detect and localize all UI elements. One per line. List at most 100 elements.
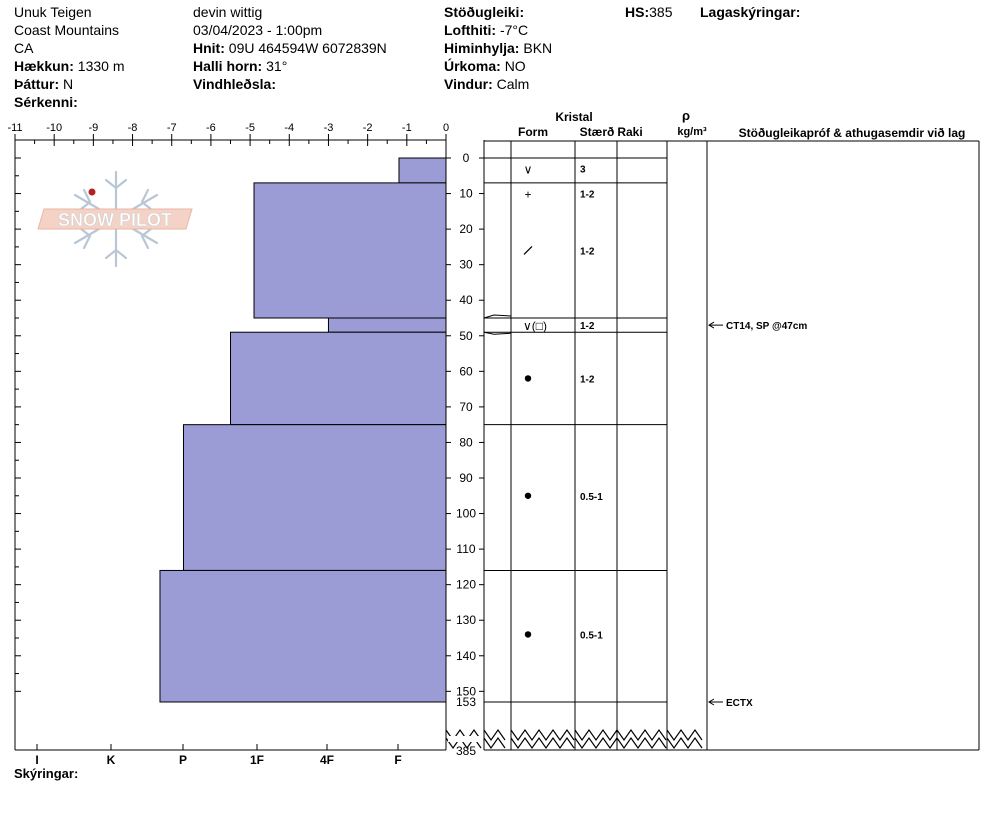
snowpilot-logo: SNOW PILOT xyxy=(37,170,193,268)
depth-break-zigzag xyxy=(574,728,618,742)
depth-tick-label: 50 xyxy=(459,329,473,343)
form-symbol-rounded-grains xyxy=(524,631,532,638)
hardness-label: I xyxy=(35,753,38,767)
hardness-bar-3 xyxy=(327,317,447,333)
size-label: 0.5-1 xyxy=(580,492,603,503)
snow-height: HS:385 xyxy=(625,4,673,20)
temp-tick-label: -9 xyxy=(88,122,98,134)
wind-loading: Vindhleðsla: xyxy=(193,76,276,92)
temp-tick-label: -3 xyxy=(324,122,334,134)
temp-tick-label: -1 xyxy=(402,122,412,134)
column-header-size: Stærð xyxy=(580,125,615,139)
hardness-bar-1 xyxy=(398,157,447,184)
depth-break-zigzag xyxy=(574,736,618,750)
depth-break-zigzag xyxy=(483,736,506,750)
form-symbol: ∨ xyxy=(524,163,533,177)
features-label: Sérkenni: xyxy=(14,94,78,110)
temp-tick-label: -10 xyxy=(46,122,62,134)
stability: Stöðugleiki: xyxy=(444,4,525,20)
weak-layer-marker xyxy=(483,314,512,319)
depth-tick-label: 80 xyxy=(459,435,473,449)
depth-break-zigzag xyxy=(666,736,703,750)
temp-tick-label: -11 xyxy=(7,122,22,134)
column-header-density-unit: kg/m³ xyxy=(677,126,707,138)
hardness-label: 4F xyxy=(320,753,334,767)
form-symbol-decomposing xyxy=(523,246,533,255)
column-header-form: Form xyxy=(518,125,548,139)
hardness-bar-2 xyxy=(253,182,447,319)
depth-tick-label: 70 xyxy=(459,400,473,414)
hardness-bar-5 xyxy=(182,424,447,571)
size-label: 1-2 xyxy=(580,374,595,385)
form-symbol: ∨(□) xyxy=(523,319,547,333)
depth-tick-label: 10 xyxy=(459,187,473,201)
coordinates: Hnit: 09U 464594W 6072839N xyxy=(193,40,387,56)
layer-notes-label: Lagaskýringar: xyxy=(700,4,801,20)
depth-tick-label: 30 xyxy=(459,258,473,272)
elevation: Hækkun: 1330 m xyxy=(14,58,125,74)
aspect: Þáttur: N xyxy=(14,76,74,92)
temp-tick-label: 0 xyxy=(443,122,449,134)
hardness-label: 1F xyxy=(250,753,264,767)
depth-tick-label: 0 xyxy=(463,151,470,165)
depth-break-gap xyxy=(448,736,482,742)
logo-text: SNOW PILOT xyxy=(58,210,172,230)
temp-tick-label: -2 xyxy=(363,122,373,134)
temp-tick-label: -8 xyxy=(128,122,138,134)
depth-tick-label: 60 xyxy=(459,364,473,378)
temp-tick-label: -7 xyxy=(167,122,177,134)
depth-tick-label: 140 xyxy=(456,649,476,663)
test-pointer-arrow xyxy=(708,698,715,706)
stability-test-label: ECTX xyxy=(726,698,753,709)
country: CA xyxy=(14,40,34,56)
column-header-moisture: Raki xyxy=(617,125,642,139)
precipitation: Úrkoma: NO xyxy=(444,58,526,74)
notes-label: Skýringar: xyxy=(14,766,79,781)
column-header-crystal: Kristal xyxy=(555,110,592,124)
datetime: 03/04/2023 - 1:00pm xyxy=(193,22,323,38)
depth-tick-label: 40 xyxy=(459,293,473,307)
depth-tick-label: 20 xyxy=(459,222,473,236)
hardness-label: F xyxy=(394,753,401,767)
mountain-range: Coast Mountains xyxy=(14,22,120,38)
air-temperature: Lofthiti: -7°C xyxy=(444,22,529,38)
depth-tick-label: 150 xyxy=(456,684,476,698)
form-symbol-rounded-grains xyxy=(524,375,532,382)
depth-tick-label: 120 xyxy=(456,578,476,592)
depth-tick-label: 90 xyxy=(459,471,473,485)
depth-break-zigzag xyxy=(666,728,703,742)
depth-break-zigzag xyxy=(616,728,667,742)
depth-tick-label: 130 xyxy=(456,613,476,627)
slope-angle: Halli horn: 31° xyxy=(193,58,288,74)
size-label: 1-2 xyxy=(580,190,595,201)
sky-cover: Himinhylja: BKN xyxy=(444,40,553,56)
size-label: 0.5-1 xyxy=(580,630,603,641)
form-symbol-rounded-grains xyxy=(524,492,532,499)
temp-tick-label: -4 xyxy=(284,122,294,134)
depth-break-zigzag xyxy=(616,736,667,750)
wind: Vindur: Calm xyxy=(444,76,530,92)
hardness-label: P xyxy=(179,753,187,767)
stability-test-label: CT14, SP @47cm xyxy=(726,321,807,332)
temp-tick-label: -6 xyxy=(206,122,216,134)
depth-break-zigzag xyxy=(510,736,575,750)
size-label: 3 xyxy=(580,165,586,176)
depth-tick-label: 100 xyxy=(456,507,476,521)
hardness-label: K xyxy=(107,753,116,767)
depth-break-zigzag xyxy=(510,728,575,742)
depth-break-zigzag xyxy=(483,728,506,742)
hardness-bar-6 xyxy=(159,569,447,703)
size-label: 1-2 xyxy=(580,246,595,257)
column-header-tests: Stöðugleikapróf & athugasemdir við lag xyxy=(739,126,966,140)
form-symbol: + xyxy=(524,188,531,202)
hardness-bar-4 xyxy=(230,331,447,426)
size-label: 1-2 xyxy=(580,321,595,332)
weak-layer-marker xyxy=(483,331,512,335)
location-name: Unuk Teigen xyxy=(14,4,92,20)
depth-label-total: 385 xyxy=(456,744,476,758)
column-header-density-symbol: ρ xyxy=(682,108,690,123)
logo-dot xyxy=(88,188,96,196)
depth-label-bottom: 153 xyxy=(456,695,476,709)
test-pointer-arrow xyxy=(708,321,715,329)
